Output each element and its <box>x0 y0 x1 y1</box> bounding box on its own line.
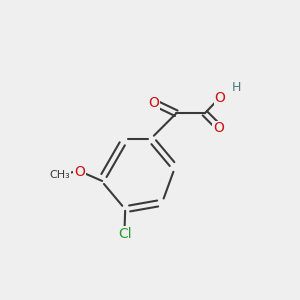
Text: CH₃: CH₃ <box>50 169 70 179</box>
Text: Cl: Cl <box>118 227 131 241</box>
Text: O: O <box>214 91 225 105</box>
Text: O: O <box>74 164 85 178</box>
Text: H: H <box>232 81 241 94</box>
Text: O: O <box>213 121 224 135</box>
Text: O: O <box>148 96 159 110</box>
